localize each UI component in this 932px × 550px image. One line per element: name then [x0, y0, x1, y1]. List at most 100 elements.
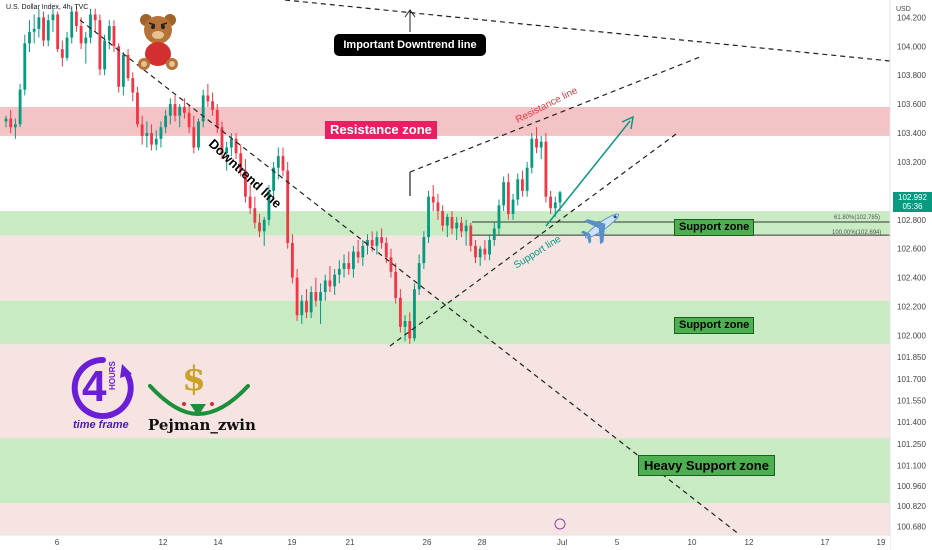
candle-body: [488, 240, 491, 255]
time-tick-label: 19: [288, 538, 297, 547]
candle: [319, 283, 322, 324]
candle: [361, 240, 365, 267]
price-tick-label: 104.200: [897, 13, 926, 22]
candle: [220, 121, 224, 160]
candle-body: [319, 292, 322, 301]
candle-body: [516, 179, 520, 200]
candle-body: [384, 242, 388, 258]
support-zone-label-2: Support zone: [674, 317, 755, 334]
candle-body: [215, 109, 219, 128]
downtrend-callout-text: Important Downtrend line: [343, 39, 477, 51]
resistance-line: [409, 56, 701, 173]
candle-body: [356, 251, 360, 258]
price-tick-label: 102.200: [897, 303, 926, 312]
candle: [126, 49, 130, 81]
trend-lines: [79, 0, 891, 536]
candle: [441, 205, 445, 232]
candle-body: [126, 54, 130, 79]
candle-body: [375, 237, 379, 246]
band-neutral-mid: [0, 235, 890, 301]
candle-body: [46, 20, 50, 41]
candle: [253, 196, 257, 229]
candle: [314, 277, 318, 307]
candle-body: [469, 225, 473, 246]
candle-body: [502, 182, 506, 206]
candle: [215, 104, 219, 134]
price-tick-label: 101.100: [897, 462, 926, 471]
time-tick-label: 10: [688, 538, 697, 547]
candle-body: [154, 138, 158, 145]
price-tick-label: 100.820: [897, 502, 926, 511]
countdown-value: 05:36: [902, 202, 923, 211]
candle-body: [267, 190, 271, 220]
candle: [408, 312, 412, 345]
candle: [79, 17, 83, 50]
time-axis: 6 12 14 19 21 26 28 Jul 5 10 12 17 19: [0, 518, 890, 550]
resistance-zone-text: Resistance zone: [330, 122, 432, 137]
candle-body: [281, 156, 285, 171]
candle-body: [140, 124, 144, 136]
candle: [474, 240, 477, 264]
candle: [521, 170, 524, 197]
candle-body: [37, 17, 41, 29]
candle: [13, 118, 17, 139]
candle-body: [521, 179, 524, 191]
author-name: Pejman_zwin: [148, 416, 256, 434]
candle-body: [258, 222, 261, 232]
candle-body: [9, 118, 13, 128]
dollar-logo-icon: $: [148, 359, 250, 417]
candle-body: [159, 127, 163, 139]
candle-body: [422, 237, 426, 264]
candle: [445, 214, 449, 238]
candle: [187, 104, 191, 134]
candle: [281, 147, 285, 177]
downtrend-line: [79, 19, 741, 536]
candle-body: [239, 153, 243, 171]
band-neutral-low: [0, 344, 890, 439]
candle-body: [4, 118, 8, 122]
price-tick-label: 101.400: [897, 418, 926, 427]
candle-body: [182, 107, 186, 113]
candle-body: [413, 289, 416, 339]
price-tick-label: 101.850: [897, 353, 926, 362]
time-tick-label: 19: [877, 538, 886, 547]
candle-body: [248, 196, 252, 209]
candle-body: [197, 121, 200, 148]
fib-100-text: 100.00%(102.694): [832, 230, 882, 236]
candle-body: [333, 274, 337, 287]
candle: [131, 72, 135, 102]
candle-body: [192, 127, 196, 148]
candle: [455, 216, 459, 241]
candle: [154, 130, 158, 151]
time-axis-background: [0, 535, 890, 550]
candle: [459, 216, 463, 238]
time-tick-label: 5: [615, 538, 620, 547]
candle-body: [225, 147, 229, 154]
candle-body: [168, 104, 172, 116]
candle-body: [253, 208, 257, 223]
candle: [342, 254, 346, 278]
price-tick-label: 103.800: [897, 71, 926, 80]
candle-body: [272, 167, 276, 191]
hours-clock-icon: [71, 356, 134, 419]
candle: [380, 228, 384, 249]
candle-body: [553, 202, 557, 209]
candle: [89, 8, 92, 44]
candle-body: [455, 222, 459, 229]
candle: [436, 193, 440, 220]
candle: [525, 161, 529, 197]
price-tick-label: 102.600: [897, 245, 926, 254]
candle-body: [201, 95, 205, 122]
candle: [535, 127, 538, 154]
candle-body: [361, 245, 365, 258]
price-tick-label: 100.960: [897, 482, 926, 491]
candle: [136, 86, 139, 128]
candle: [51, 8, 55, 32]
airplane-icon: [578, 206, 626, 246]
candle-body: [337, 268, 341, 275]
candle-body: [492, 228, 496, 241]
candle: [4, 115, 8, 128]
candle-body: [295, 277, 299, 316]
